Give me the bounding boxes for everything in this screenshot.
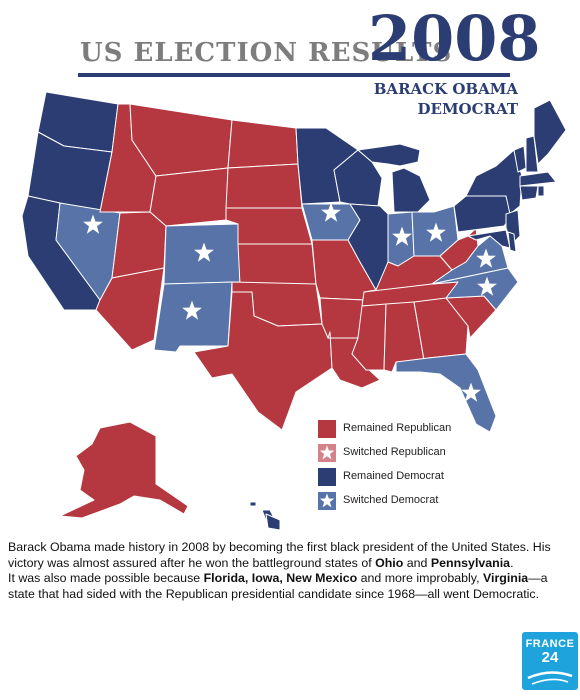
legend-item-switched-democrat: Switched Democrat: [318, 492, 518, 516]
legend: Remained Republican Switched Republican …: [318, 420, 518, 516]
state-texas: [193, 291, 333, 431]
swatch-switched-democrat: [318, 492, 336, 510]
state-maine: [533, 99, 567, 165]
state-hawaii-2: [249, 501, 257, 507]
state-new-mexico: [153, 281, 233, 353]
state-rhode-island: [537, 185, 545, 197]
legend-item-switched-republican: Switched Republican: [318, 444, 518, 468]
swatch-remained-republican: [318, 420, 336, 438]
legend-label: Switched Democrat: [343, 494, 439, 506]
article-text: Barack Obama made history in 2008 by bec…: [8, 540, 574, 602]
state-utah: [111, 211, 167, 279]
winner-party: DEMOCRAT: [417, 100, 519, 118]
title-divider: [78, 73, 510, 77]
legend-item-remained-democrat: Remained Democrat: [318, 468, 518, 492]
state-nebraska: [225, 207, 313, 245]
state-arizona: [95, 267, 165, 351]
header: US ELECTION RESULTS 2008 BARACK OBAMA DE…: [0, 0, 580, 120]
paragraph-1: Barack Obama made history in 2008 by bec…: [8, 540, 551, 570]
state-north-dakota: [227, 119, 299, 169]
us-election-map: [21, 91, 567, 531]
logo-swoosh-icon: [527, 671, 573, 685]
page-title: US ELECTION RESULTS: [80, 38, 453, 68]
state-hawaii-big: [265, 513, 281, 531]
state-michigan-lower: [391, 167, 431, 213]
state-maryland: [467, 229, 511, 249]
state-delaware: [507, 231, 517, 253]
france24-logo: FRANCE 24: [522, 632, 578, 690]
state-arkansas: [319, 297, 365, 339]
state-massachusetts: [519, 171, 557, 187]
swatch-switched-republican: [318, 444, 336, 462]
paragraph-2: It was also made possible because Florid…: [8, 571, 548, 601]
state-pennsylvania: [453, 195, 513, 233]
legend-label: Switched Republican: [343, 446, 446, 458]
state-alaska: [59, 421, 189, 519]
state-wyoming: [149, 167, 229, 227]
state-florida: [395, 353, 497, 433]
legend-label: Remained Republican: [343, 422, 452, 434]
state-north-carolina: [431, 267, 519, 311]
state-south-dakota: [225, 163, 303, 209]
winner-name: BARACK OBAMA: [373, 80, 518, 98]
state-michigan: [357, 143, 421, 167]
election-year: 2008: [368, 2, 541, 75]
swatch-remained-democrat: [318, 468, 336, 486]
legend-label: Remained Democrat: [343, 470, 444, 482]
state-connecticut: [519, 185, 539, 201]
legend-item-remained-republican: Remained Republican: [318, 420, 518, 444]
state-kansas: [237, 243, 317, 285]
